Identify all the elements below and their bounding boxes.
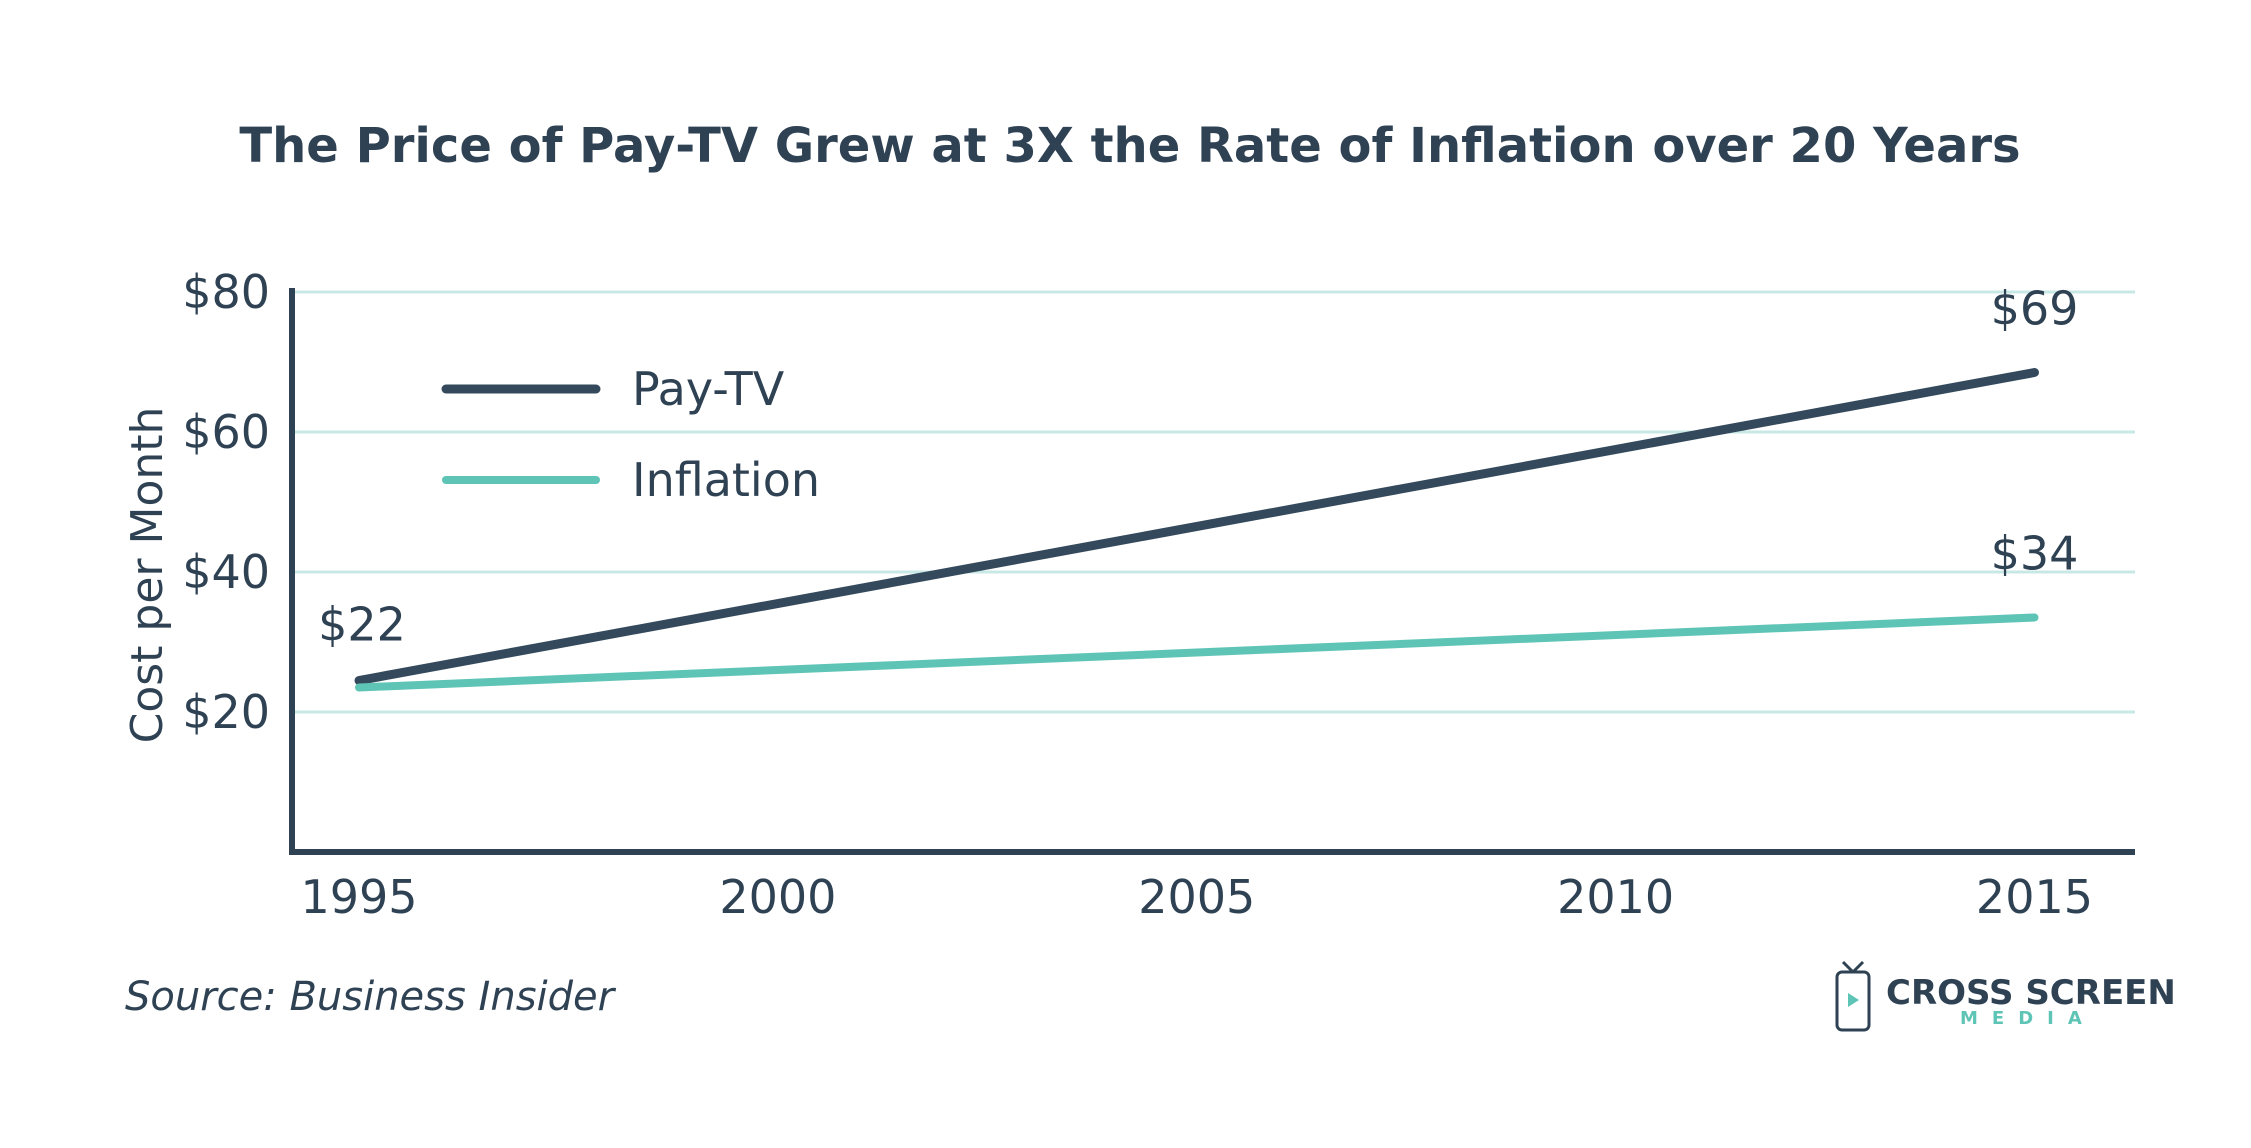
y-axis-label: Cost per Month (122, 407, 173, 744)
logo-main-text: CROSS SCREEN (1886, 973, 2176, 1013)
chart-title: The Price of Pay-TV Grew at 3X the Rate … (239, 118, 2020, 174)
x-tick-label: 2000 (719, 870, 836, 924)
series-line-inflation (355, 613, 2039, 692)
axes (289, 288, 2135, 855)
gridlines (292, 290, 2135, 714)
legend-label-inflation: Inflation (632, 453, 820, 507)
x-tick-label: 2015 (1976, 870, 2093, 924)
source-note: Source: Business Insider (125, 974, 617, 1020)
cross-screen-media-logo: CROSS SCREEN MEDIA (1835, 960, 2176, 1032)
x-tick-label: 2005 (1138, 870, 1255, 924)
y-tick-label: $80 (182, 265, 270, 319)
y-tick-label: $40 (182, 545, 270, 599)
series-lines (354, 368, 2039, 692)
legend: Pay-TV Inflation (441, 362, 820, 507)
series-line-paytv (354, 368, 2039, 685)
data-label-paytv-1: $69 (1991, 282, 2079, 336)
y-tick-labels: $20 $40 $60 $80 (182, 265, 270, 739)
data-label-inflation-1: $34 (1991, 527, 2079, 581)
legend-label-paytv: Pay-TV (632, 362, 785, 416)
phone-icon (1835, 960, 1871, 1032)
y-tick-label: $60 (182, 405, 270, 459)
logo-sub-text: MEDIA (1960, 1008, 2096, 1029)
data-label-paytv-0: $22 (318, 598, 406, 652)
x-tick-label: 1995 (300, 870, 417, 924)
x-tick-labels: 1995 2000 2005 2010 2015 (300, 870, 2093, 924)
data-labels: $22 $69 $34 (318, 282, 2078, 652)
x-tick-label: 2010 (1557, 870, 1674, 924)
y-tick-label: $20 (182, 685, 270, 739)
